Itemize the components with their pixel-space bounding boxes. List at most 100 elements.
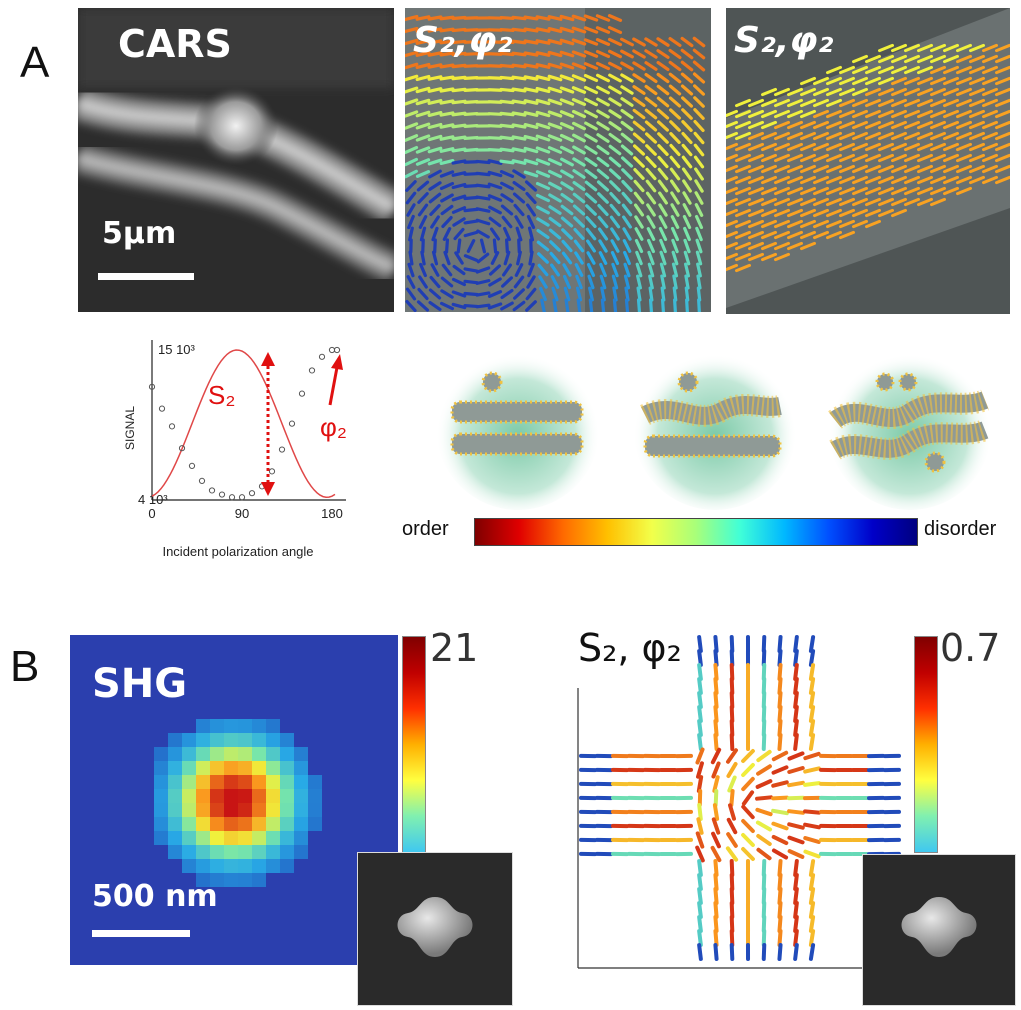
- orientation-stick: [489, 114, 501, 115]
- orientation-stick: [774, 851, 786, 858]
- shg-pixel: [224, 733, 238, 747]
- orientation-stick: [465, 18, 477, 19]
- orientation-stick: [465, 150, 477, 151]
- orientation-stick: [773, 824, 786, 829]
- orientation-stick: [773, 782, 787, 785]
- shg-title: SHG: [92, 661, 187, 707]
- orientation-stick: [435, 240, 436, 252]
- orientation-stick: [715, 693, 716, 707]
- data-point: [334, 347, 339, 352]
- orientation-stick: [614, 288, 616, 300]
- orientation-stick: [429, 17, 441, 19]
- orientation-stick: [715, 861, 716, 875]
- shg-pixel: [210, 859, 224, 873]
- shg-pixel: [266, 775, 280, 789]
- cars-image: CARS 5µm: [78, 8, 394, 312]
- orientation-stick: [764, 875, 765, 889]
- shg-pixel: [224, 719, 238, 733]
- shg-pixel: [196, 859, 210, 873]
- shg-pixel: [182, 733, 196, 747]
- orientation-stick: [779, 721, 780, 735]
- shg-pixel: [168, 817, 182, 831]
- orientation-stick: [697, 848, 703, 861]
- orientation-stick: [715, 945, 716, 959]
- orientation-stick: [715, 651, 716, 665]
- orientation-stick: [758, 836, 770, 844]
- shg-pixel: [238, 817, 252, 831]
- orientation-stick: [764, 693, 765, 707]
- orientation-stick: [501, 161, 513, 163]
- shg-pixel: [182, 845, 196, 859]
- shg-pixel: [266, 845, 280, 859]
- orientation-stick: [465, 162, 477, 163]
- orientation-stick: [513, 101, 525, 103]
- orientation-stick: [675, 300, 676, 312]
- orientation-stick: [811, 735, 813, 749]
- orientation-stick: [811, 637, 813, 651]
- shg-pixel: [168, 775, 182, 789]
- orientation-stick: [757, 797, 771, 798]
- orientation-stick: [795, 693, 797, 707]
- orientation-stick: [779, 931, 780, 945]
- orientation-stick: [779, 679, 780, 693]
- shg-pixel: [182, 817, 196, 831]
- shg-scale-label: 500 nm: [92, 879, 218, 914]
- orientation-stick: [698, 819, 701, 833]
- orientation-stick: [730, 805, 734, 818]
- orientation-stick: [731, 791, 732, 805]
- orientation-stick: [764, 651, 765, 665]
- orientation-stick: [453, 137, 465, 139]
- shg-pixel: [210, 775, 224, 789]
- orientation-stick: [732, 679, 733, 693]
- orientation-stick: [501, 65, 513, 66]
- orientation-stick: [513, 113, 525, 115]
- orientation-stick: [465, 221, 477, 223]
- shg-pixel: [224, 873, 238, 887]
- orientation-stick: [811, 931, 813, 945]
- orientation-stick: [501, 89, 513, 90]
- orientation-stick: [525, 41, 537, 43]
- map-b-colorbar: [914, 636, 938, 853]
- orientation-stick: [732, 861, 733, 875]
- shg-scale-bar: [92, 930, 190, 937]
- orientation-stick: [441, 77, 453, 79]
- disorder-label: disorder: [924, 518, 996, 541]
- shg-pixel: [182, 775, 196, 789]
- shg-pixel: [252, 719, 266, 733]
- shg-pixel: [210, 845, 224, 859]
- orientation-stick: [639, 300, 640, 312]
- data-point: [299, 391, 304, 396]
- orientation-stick: [699, 875, 701, 889]
- orientation-stick: [715, 917, 716, 931]
- shg-pixel: [182, 859, 196, 873]
- orientation-stick: [805, 852, 818, 857]
- xtick-label: 90: [235, 506, 249, 521]
- orientation-stick: [650, 288, 652, 300]
- shg-pixel: [238, 719, 252, 733]
- shg-pixel: [266, 747, 280, 761]
- data-point: [289, 421, 294, 426]
- data-point: [319, 354, 324, 359]
- orientation-stick: [530, 252, 532, 264]
- orientation-stick: [465, 114, 477, 115]
- orientation-stick: [453, 89, 465, 90]
- orientation-stick: [501, 137, 513, 138]
- orientation-stick: [728, 750, 736, 762]
- orientation-stick: [715, 679, 716, 693]
- orientation-stick: [795, 735, 797, 749]
- orientation-stick: [494, 240, 495, 252]
- orientation-stick: [715, 665, 716, 679]
- shg-pixel: [238, 873, 252, 887]
- orientation-stick: [699, 777, 701, 791]
- orientation-stick: [501, 125, 513, 126]
- shg-pixel: [308, 775, 322, 789]
- orientation-stick: [465, 66, 477, 67]
- orientation-stick: [795, 875, 797, 889]
- orientation-stick: [525, 65, 537, 67]
- shg-pixel: [168, 803, 182, 817]
- orientation-stick: [453, 65, 465, 66]
- orientation-stick: [525, 53, 537, 55]
- orientation-stick: [774, 767, 787, 772]
- orientation-stick: [662, 288, 664, 300]
